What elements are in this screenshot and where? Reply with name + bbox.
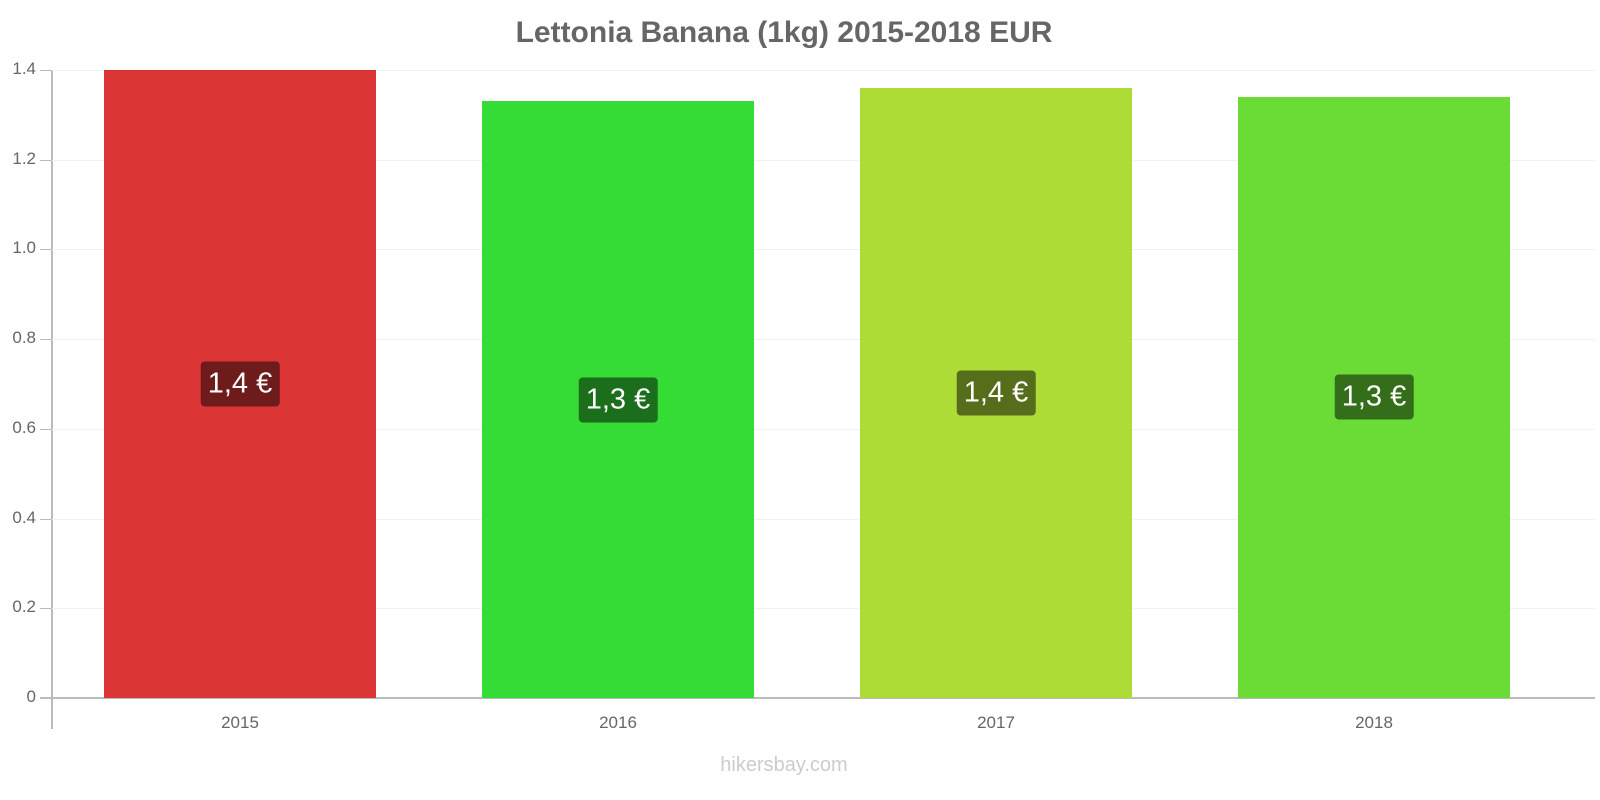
gridline bbox=[52, 519, 1595, 520]
gridline bbox=[52, 339, 1595, 340]
x-tick-label: 2018 bbox=[1355, 713, 1393, 732]
x-axis bbox=[40, 697, 1595, 699]
y-tick-label: 0.2 bbox=[12, 597, 36, 616]
y-tick-mark bbox=[40, 70, 52, 71]
gridline bbox=[52, 249, 1595, 250]
y-tick-mark bbox=[40, 698, 52, 699]
y-tick-label: 0.8 bbox=[12, 328, 36, 347]
bar-value-label: 1,4 € bbox=[956, 370, 1036, 416]
x-tick-label: 2016 bbox=[599, 713, 637, 732]
y-tick-label: 0.6 bbox=[12, 418, 36, 437]
bar-value-label: 1,4 € bbox=[200, 361, 280, 407]
x-tick-label: 2015 bbox=[221, 713, 259, 732]
bar-value-label: 1,3 € bbox=[578, 377, 658, 423]
gridline bbox=[52, 160, 1595, 161]
gridline bbox=[52, 608, 1595, 609]
y-tick-mark bbox=[40, 519, 52, 520]
y-tick-label: 1.4 bbox=[12, 59, 36, 78]
bar-value-label: 1,3 € bbox=[1334, 374, 1414, 420]
y-tick-mark bbox=[40, 249, 52, 250]
y-tick-label: 1.0 bbox=[12, 238, 36, 257]
gridline bbox=[52, 70, 1595, 71]
source-credit: hikersbay.com bbox=[720, 754, 848, 776]
y-tick-label: 0.4 bbox=[12, 508, 36, 527]
y-tick-mark bbox=[40, 608, 52, 609]
chart-title: Lettonia Banana (1kg) 2015-2018 EUR bbox=[515, 16, 1053, 49]
y-tick-mark bbox=[40, 160, 52, 161]
y-axis bbox=[51, 70, 53, 729]
gridline bbox=[52, 429, 1595, 430]
y-tick-mark bbox=[40, 429, 52, 430]
x-tick-label: 2017 bbox=[977, 713, 1015, 732]
y-tick-label: 1.2 bbox=[12, 149, 36, 168]
y-tick-mark bbox=[40, 339, 52, 340]
y-tick-label: 0 bbox=[26, 687, 36, 706]
